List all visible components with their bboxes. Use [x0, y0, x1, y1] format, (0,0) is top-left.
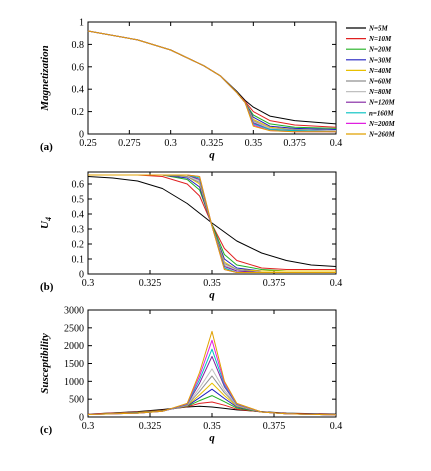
- y-axis-label-subscript: 4: [44, 217, 53, 222]
- x-tick-label: 0.35: [203, 421, 221, 432]
- legend-entry: N=60M: [368, 78, 392, 86]
- legend-entry: N=260M: [368, 131, 396, 139]
- series-line-7: [87, 355, 337, 416]
- legend-entry: N=40M: [368, 67, 392, 75]
- y-tick-label: 0.4: [72, 210, 85, 221]
- x-tick-label: 0.3: [82, 421, 95, 432]
- x-tick-label: 0.35: [245, 138, 263, 149]
- x-tick-label: 0.3: [164, 138, 177, 149]
- legend-entry: N=20M: [368, 46, 392, 54]
- panel-c-susceptibility: 0.3 0.325 0.35 0.375 0.4 0 500 1000 1500 2000 2500…: [39, 306, 342, 445]
- series-line-1: [87, 30, 337, 128]
- y-tick-label: 1500: [64, 359, 84, 370]
- x-tick-label: 0.4: [330, 278, 343, 289]
- x-tick-label: 0.25: [79, 138, 97, 149]
- y-tick-label: 0.8: [72, 40, 85, 51]
- legend-entry: N=120M: [368, 99, 396, 107]
- y-tick-label: 2500: [64, 323, 84, 334]
- legend-entry: N=80M: [368, 88, 392, 96]
- y-tick-label: 2000: [64, 341, 84, 352]
- y-axis-label: Susceptibility: [39, 333, 51, 394]
- x-tick-label: 0.375: [263, 278, 286, 289]
- x-tick-label: 0.375: [283, 138, 306, 149]
- y-tick-label: 0.1: [72, 255, 85, 266]
- x-tick-label: 0.3: [82, 278, 95, 289]
- x-axis-label: q: [209, 432, 215, 444]
- plot-frame: [87, 309, 337, 418]
- series-line-4: [87, 382, 337, 416]
- x-tick-label: 0.275: [118, 138, 141, 149]
- y-tick-label: 0.4: [72, 85, 85, 96]
- series-line-0: [87, 30, 337, 125]
- y-tick-label: 0.5: [72, 195, 85, 206]
- series-line-7: [87, 30, 337, 133]
- series-line-10: [88, 174, 336, 273]
- x-tick-label: 0.4: [330, 421, 343, 432]
- y-axis-label: Magnetization: [39, 45, 51, 111]
- y-tick-label: 1: [79, 18, 84, 29]
- series-line-3: [87, 30, 337, 130]
- legend-entry: N=10M: [368, 35, 392, 43]
- panel-b-binder-cumulant: 0.3 0.325 0.35 0.375 0.4 0 0.1 0.2 0.3 0.4 0.5 0.6 q…: [39, 171, 343, 301]
- x-tick-label: 0.325: [139, 421, 162, 432]
- series-line-8: [87, 30, 337, 133]
- series-line-9: [87, 30, 336, 133]
- series-line-0: [87, 176, 337, 267]
- panel-label: (a): [40, 141, 53, 153]
- legend-entry: N=5M: [368, 25, 389, 33]
- y-tick-label: 500: [69, 395, 84, 406]
- panel-a-magnetization: 0.25 0.275 0.3 0.325 0.35 0.375 0.4 0 0.2 0.4 0.6 0…: [39, 18, 342, 162]
- y-tick-label: 3000: [64, 306, 84, 317]
- series-line-9: [87, 339, 337, 416]
- x-tick-label: 0.325: [201, 138, 224, 149]
- y-tick-label: 0: [79, 130, 84, 141]
- y-tick-label: 0.2: [72, 107, 85, 118]
- series-line-6: [87, 30, 336, 132]
- plot-frame: [87, 21, 337, 135]
- y-tick-label: 0.6: [72, 180, 85, 191]
- y-axis-label: U4: [39, 217, 53, 229]
- panel-label: (c): [40, 424, 53, 436]
- series-line-10: [87, 30, 336, 133]
- legend-entry: N=200M: [368, 120, 396, 128]
- x-tick-label: 0.4: [330, 138, 343, 149]
- x-tick-label: 0.375: [263, 421, 286, 432]
- y-tick-label: 0.3: [72, 225, 85, 236]
- series-line-8: [87, 348, 337, 416]
- series-line-1: [88, 174, 336, 270]
- x-axis-label: q: [209, 149, 215, 161]
- panel-label: (b): [40, 281, 54, 293]
- legend-entry: N=30M: [368, 56, 392, 64]
- series-line-2: [87, 30, 337, 129]
- series-line-5: [87, 30, 337, 132]
- x-tick-label: 0.35: [203, 278, 221, 289]
- x-tick-label: 0.325: [139, 278, 162, 289]
- y-tick-label: 0: [79, 270, 84, 281]
- y-tick-label: 0: [79, 413, 84, 424]
- y-tick-label: 0.2: [72, 240, 85, 251]
- y-tick-label: 1000: [64, 377, 84, 388]
- series-line-4: [87, 30, 337, 132]
- legend: N=5M N=10M N=20M N=30M N=40M N=60M N=80M N=120M…: [346, 25, 396, 139]
- series-line-10: [87, 330, 337, 416]
- x-axis-label: q: [209, 289, 215, 301]
- y-tick-label: 0.6: [72, 62, 85, 73]
- legend-entry: n=160M: [369, 109, 394, 117]
